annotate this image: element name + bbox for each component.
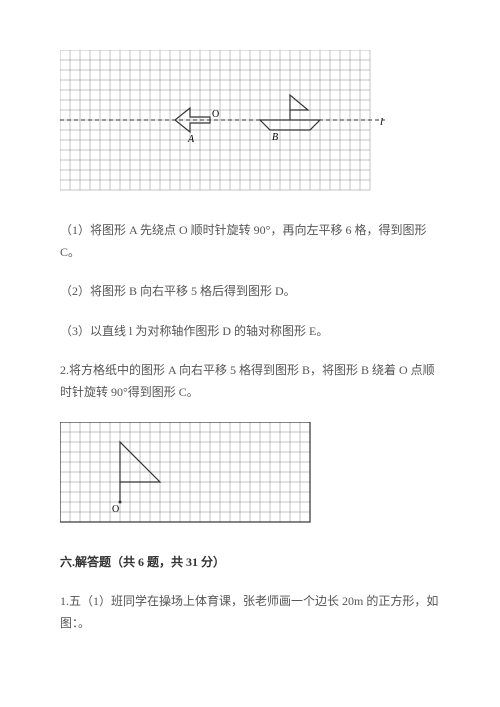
question-1-3: （3）以直线 l 为对称轴作图形 D 的轴对称图形 E。	[60, 321, 440, 343]
label-b: B	[272, 132, 278, 143]
question-1-1: （1）将图形 A 先绕点 O 顺时针旋转 90°，再向左平移 6 格，得到图形 …	[60, 220, 440, 263]
section-6-title: 六.解答题（共 6 题，共 31 分）	[60, 552, 440, 574]
label-o2: O	[112, 504, 119, 515]
problem-2-text: 2.将方格纸中的图形 A 向右平移 5 格得到图形 B，将图形 B 绕着 O 点…	[60, 360, 440, 403]
question-1-2: （2）将图形 B 向右平移 5 格后得到图形 D。	[60, 281, 440, 303]
section-6-item-1: 1.五（1）班同学在操场上体育课，张老师画一个边长 20m 的正方形，如图：。	[60, 591, 440, 634]
label-l: l	[380, 116, 383, 128]
shape-b-sail	[290, 95, 308, 120]
grid-figure-2: O	[60, 422, 440, 532]
grid1-svg: l O A B	[60, 50, 390, 200]
grid-figure-1: l O A B	[60, 50, 440, 200]
grid2-svg: O	[60, 422, 320, 532]
label-o: O	[212, 109, 219, 120]
grid2-lines	[60, 422, 310, 522]
label-a: A	[187, 134, 195, 145]
